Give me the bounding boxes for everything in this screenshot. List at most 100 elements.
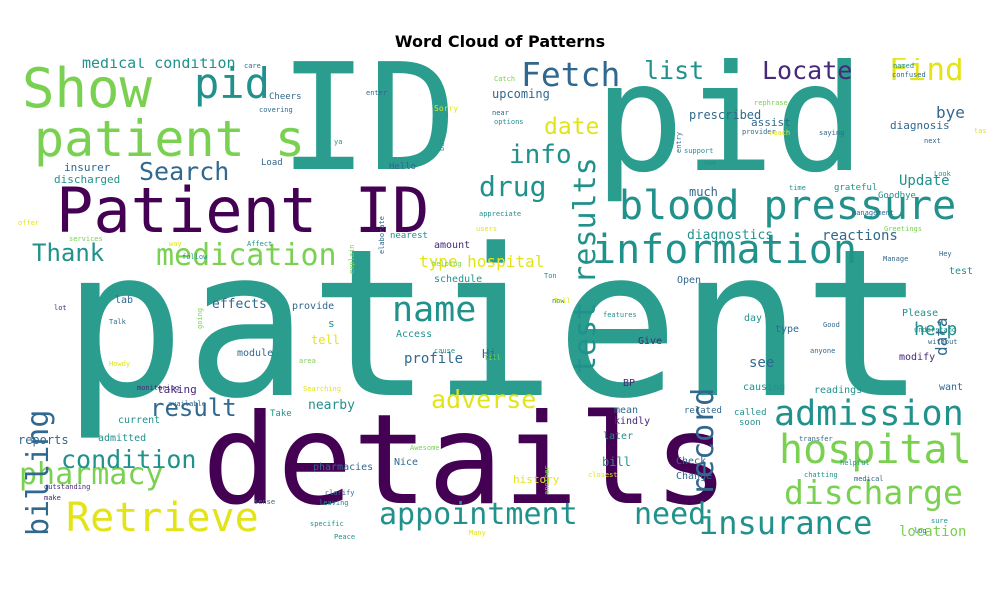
word-greetings: Greetings xyxy=(884,225,922,233)
word-test-results: test results xyxy=(568,157,603,374)
word-grateful: grateful xyxy=(834,183,878,193)
word-enter: enter xyxy=(366,89,388,97)
word-hello: Hello xyxy=(389,162,417,172)
word-cause: cause xyxy=(434,347,456,355)
word-see: see xyxy=(749,355,775,371)
word-cloud: patient details ID pid Patient ID Show patient… xyxy=(14,58,986,542)
word-now: now xyxy=(552,297,565,305)
word-catch: Catch xyxy=(494,75,516,83)
word-please: Please xyxy=(902,308,939,319)
word-drug: drug xyxy=(479,170,547,203)
word-care: care xyxy=(244,62,261,70)
word-monitoring: monitoring xyxy=(137,384,180,392)
word-causing: causing xyxy=(743,382,786,393)
word-owe: owe xyxy=(704,159,717,167)
word-without: without xyxy=(928,338,958,346)
word-support: support xyxy=(684,147,714,155)
word-hi: Hi xyxy=(482,347,497,361)
word-features: features xyxy=(603,311,637,319)
word-ya: ya xyxy=(334,138,343,146)
word-blood-pressure: blood pressure xyxy=(619,183,957,229)
word-details: details xyxy=(202,388,729,533)
word-sense: sense xyxy=(254,498,276,506)
word-day: day xyxy=(744,313,763,324)
word-patient-s: patient s xyxy=(34,110,305,168)
word-history: history xyxy=(513,473,560,486)
word-taking: taking xyxy=(157,383,197,396)
word-locate: Locate xyxy=(762,58,853,85)
word-follow: follow xyxy=(182,253,208,261)
word-sorry: Sorry xyxy=(434,104,459,113)
word-manage: Manage xyxy=(883,255,909,263)
word-ton: Ton xyxy=(544,272,557,280)
word-location: location xyxy=(899,524,967,540)
word-nearby: nearby xyxy=(308,398,355,413)
word-id: ID xyxy=(279,58,458,204)
word-offer: offer xyxy=(18,219,40,227)
word-management: management xyxy=(852,209,895,217)
word-searching: Searching xyxy=(303,385,341,393)
word-find: Find xyxy=(889,58,964,88)
word-readings: readings xyxy=(814,385,863,396)
word-related: related xyxy=(684,406,722,416)
word-discharge: discharge xyxy=(784,473,963,512)
word-many: Many xyxy=(469,529,486,537)
word-understand: understand xyxy=(914,326,957,334)
word-test: test xyxy=(949,266,974,277)
word-medical: medical xyxy=(854,475,884,483)
word-next: next xyxy=(924,137,941,145)
word-pharmacy: pharmacy xyxy=(19,457,164,492)
word-lot: lot xyxy=(54,304,67,312)
word-retrieve: Retrieve xyxy=(66,495,259,541)
word-amount: amount xyxy=(434,240,471,251)
word-mean: mean xyxy=(614,405,639,416)
word-explain: explain xyxy=(348,244,356,275)
word-list: list xyxy=(644,58,705,85)
word-nice: Nice xyxy=(394,457,419,468)
word-discharged: discharged xyxy=(54,173,121,186)
word-till: Till xyxy=(484,354,501,362)
word-called: called xyxy=(734,408,767,418)
word-assist: assist xyxy=(751,116,791,129)
word-confused: confused xyxy=(892,71,926,79)
word-bye: bye xyxy=(936,103,965,122)
word-talk: Talk xyxy=(109,318,126,326)
word-services: services xyxy=(69,235,103,243)
word-rephrase: rephrase xyxy=(754,99,788,107)
word-make: make xyxy=(44,494,61,502)
word-outstanding: outstanding xyxy=(44,483,91,491)
word-pharmacies: pharmacies xyxy=(313,462,374,473)
word-pid: pid xyxy=(194,59,270,108)
word-soon: soon xyxy=(739,418,761,428)
word-profile: profile xyxy=(404,351,464,367)
word-insurance: insurance xyxy=(699,504,873,542)
word-fetch: Fetch xyxy=(521,58,621,94)
word-insurer: insurer xyxy=(64,161,111,174)
word-awesome: Awesome xyxy=(410,444,440,452)
word-area: area xyxy=(299,357,316,365)
word-billing: billing xyxy=(21,409,56,536)
word-tell: Tell xyxy=(554,297,571,305)
word-modify: modify xyxy=(899,352,936,363)
word-schedule: schedule xyxy=(434,274,483,285)
word-patient-id: Patient ID xyxy=(56,174,430,247)
word-module: module xyxy=(237,348,274,359)
word-check: Check xyxy=(676,456,707,467)
word-bp: BP xyxy=(623,378,636,389)
word-diagnosis: diagnosis xyxy=(890,119,950,132)
word-effects: effects xyxy=(212,297,267,312)
word-much: much xyxy=(689,185,718,199)
word-sure: sure xyxy=(931,517,948,525)
word-anyone: anyone xyxy=(810,347,836,355)
chart-title: Word Cloud of Patterns xyxy=(394,32,606,51)
word-covering: covering xyxy=(259,106,293,114)
word-options: options xyxy=(494,118,524,126)
word-information: information xyxy=(592,227,857,273)
word-elaborate: elaborate xyxy=(378,215,386,254)
word-prescribed: prescribed xyxy=(689,108,762,122)
word-patient: patient xyxy=(62,206,926,444)
word-type: type xyxy=(775,324,800,335)
word-result: result xyxy=(150,394,237,422)
word-nearest: nearest xyxy=(390,231,428,241)
word-name: name xyxy=(392,290,477,330)
